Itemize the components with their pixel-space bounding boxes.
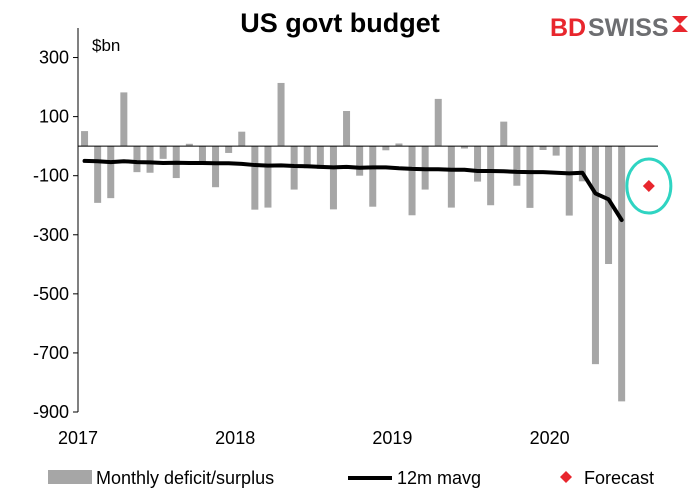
- bar-monthly: [434, 98, 442, 147]
- bar-monthly: [474, 146, 482, 182]
- line-12m-mavg: [82, 158, 624, 222]
- bar-monthly: [578, 146, 586, 182]
- bar-monthly: [251, 146, 259, 210]
- bar-monthly: [408, 146, 416, 216]
- bar-monthly: [264, 146, 272, 208]
- bar-monthly: [447, 146, 455, 208]
- bar-monthly: [343, 111, 351, 147]
- legend-label-mavg: 12m mavg: [397, 468, 481, 488]
- bar-monthly: [133, 146, 141, 173]
- legend-label-forecast: Forecast: [584, 468, 654, 488]
- legend-swatch-forecast: [560, 471, 572, 483]
- bar-monthly: [382, 146, 390, 151]
- bar-monthly: [487, 146, 495, 206]
- bar-monthly: [565, 146, 573, 216]
- legend-swatch-monthly: [48, 470, 92, 484]
- bar-monthly: [356, 146, 364, 176]
- y-tick-label: -900: [33, 402, 69, 422]
- bar-monthly: [539, 146, 547, 150]
- bar-monthly: [552, 146, 560, 156]
- bar-monthly: [605, 146, 613, 265]
- brand-logo-arrow-icon: [672, 16, 688, 32]
- x-tick-label: 2020: [530, 428, 570, 448]
- bar-monthly: [238, 131, 246, 147]
- bar-monthly: [329, 146, 337, 210]
- brand-logo-bd: BD: [550, 14, 586, 42]
- x-tick-label: 2019: [372, 428, 412, 448]
- bar-monthly: [303, 146, 311, 169]
- bar-monthly: [526, 146, 534, 208]
- y-tick-label: -500: [33, 284, 69, 304]
- bar-monthly: [198, 146, 206, 165]
- forecast-point: [642, 180, 655, 193]
- bar-monthly: [513, 146, 521, 186]
- brand-logo-swiss: SWISS: [588, 14, 669, 42]
- bar-monthly: [120, 92, 128, 147]
- bar-monthly: [225, 146, 233, 153]
- bar-monthly: [500, 121, 508, 147]
- bar-monthly: [185, 143, 193, 147]
- forecast-highlight-ring: [625, 157, 673, 215]
- legend-label-monthly: Monthly deficit/surplus: [96, 468, 274, 488]
- bar-monthly: [316, 146, 324, 169]
- y-tick-label: 100: [39, 107, 69, 127]
- bar-monthly: [369, 146, 377, 207]
- bar-monthly: [94, 146, 102, 203]
- bar-monthly: [591, 146, 599, 365]
- chart-title: US govt budget: [240, 8, 439, 38]
- y-tick-label: -300: [33, 225, 69, 245]
- bar-monthly: [618, 146, 626, 402]
- x-tick-label: 2017: [58, 428, 98, 448]
- bar-monthly: [159, 146, 167, 159]
- bar-monthly: [395, 143, 403, 147]
- bar-monthly: [107, 146, 115, 199]
- y-tick-label: -700: [33, 343, 69, 363]
- bar-monthly: [81, 131, 89, 147]
- y-tick-label: -100: [33, 166, 69, 186]
- y-axis-unit-label: $bn: [92, 36, 120, 55]
- y-tick-label: 300: [39, 48, 69, 68]
- legend: Monthly deficit/surplus 12m mavg Forecas…: [48, 468, 654, 488]
- bar-monthly: [277, 82, 285, 147]
- bar-monthly: [212, 146, 220, 188]
- bar-monthly: [146, 146, 154, 173]
- bar-monthly: [460, 146, 468, 149]
- x-tick-label: 2018: [215, 428, 255, 448]
- brand-logo: BD SWISS: [550, 14, 688, 42]
